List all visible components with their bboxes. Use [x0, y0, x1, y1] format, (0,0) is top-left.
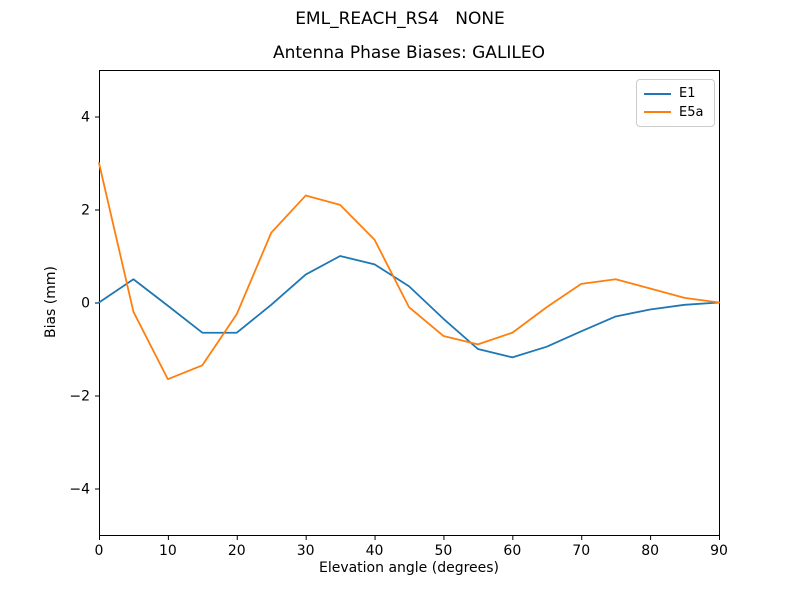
x-tick-label: 90	[710, 543, 728, 559]
y-tick-label: 2	[81, 203, 90, 219]
x-tick-label: 60	[503, 543, 521, 559]
legend-label-e1: E1	[679, 86, 696, 102]
series-line-e1	[98, 255, 720, 359]
legend-line-swatch-e5a	[644, 111, 671, 114]
axes-title: Antenna Phase Biases: GALILEO	[272, 43, 546, 63]
x-tick-label: 0	[95, 543, 104, 559]
figure-suptitle: EML_REACH_RS4 NONE	[295, 9, 505, 29]
x-tick-label: 80	[641, 543, 659, 559]
y-tick-label: −4	[69, 482, 90, 498]
y-tick-label: 4	[81, 110, 90, 126]
legend-entry-e5a: E5a	[644, 106, 707, 119]
x-tick-label: 70	[572, 543, 590, 559]
x-axis-label: Elevation angle (degrees)	[318, 560, 500, 576]
legend-box: E1 E5a	[636, 79, 715, 127]
series-line-e5a	[98, 162, 720, 381]
y-axis-label: Bias (mm)	[43, 265, 59, 339]
x-tick-label: 10	[159, 543, 177, 559]
x-tick-label: 50	[435, 543, 453, 559]
x-tick-label: 20	[228, 543, 246, 559]
y-tick-label: 0	[81, 296, 90, 312]
x-tick-label: 30	[297, 543, 315, 559]
x-tick-label: 40	[366, 543, 384, 559]
y-tick-label: −2	[69, 389, 90, 405]
plot-border	[99, 70, 720, 536]
legend-line-swatch-e1	[644, 92, 671, 95]
legend-entry-e1: E1	[644, 87, 707, 100]
legend-label-e5a: E5a	[679, 104, 704, 120]
